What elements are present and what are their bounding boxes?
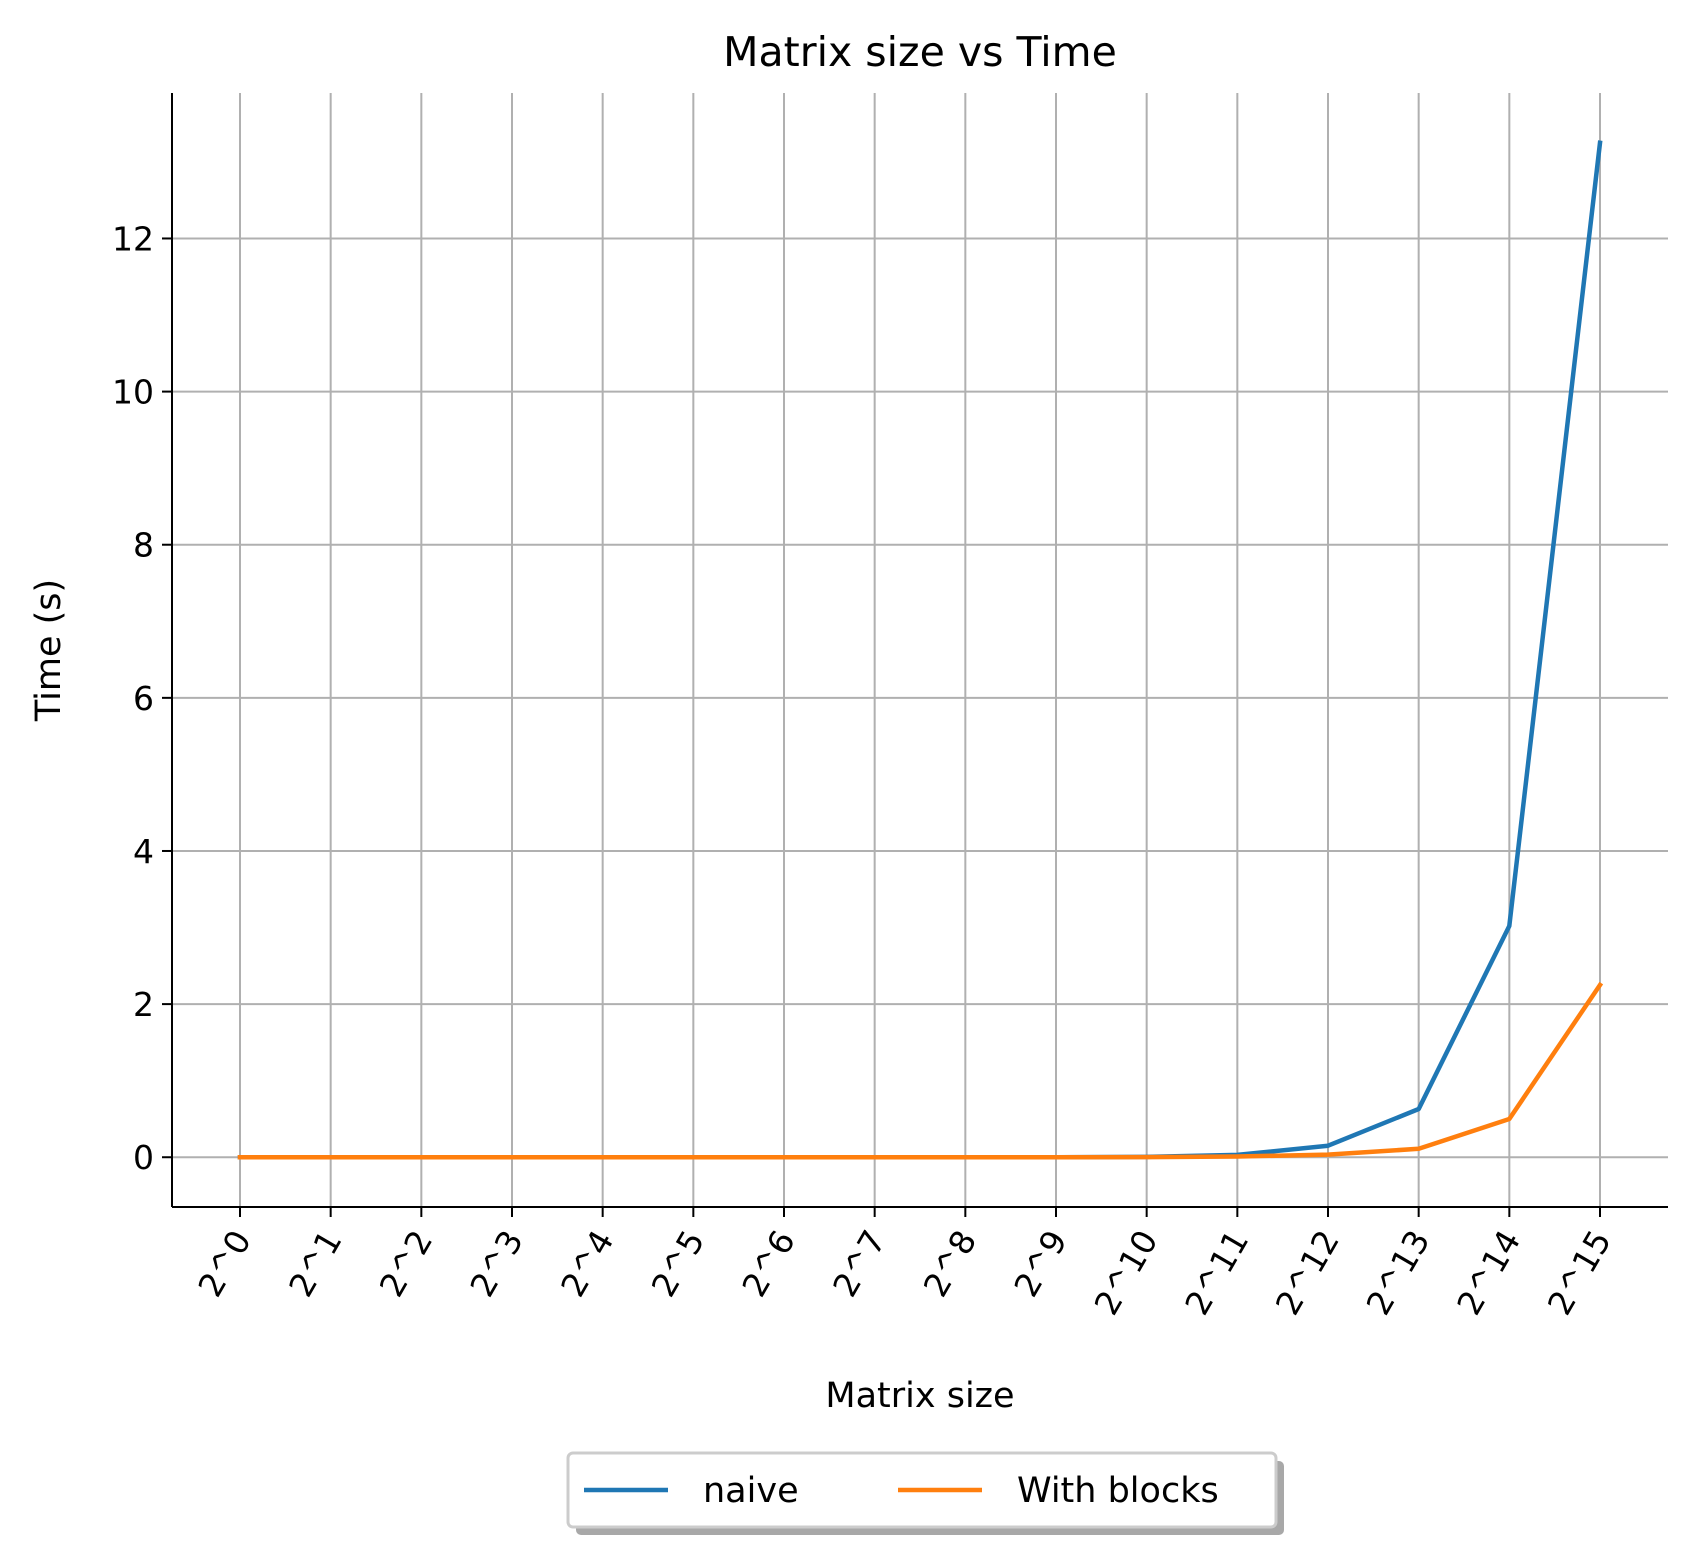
y-ticks: 0 2 4 6 8 10 12 [112, 219, 172, 1177]
y-axis-label: Time (s) [29, 579, 69, 722]
series [237, 140, 1604, 1160]
y-tick-label: 0 [133, 1138, 154, 1177]
legend-label-naive: naive [703, 1471, 799, 1511]
y-tick-label: 6 [133, 679, 154, 718]
y-tick-label: 12 [112, 219, 154, 258]
legend-label-with-blocks: With blocks [1017, 1471, 1219, 1511]
y-tick-label: 2 [133, 985, 154, 1024]
y-tick-label: 4 [133, 832, 154, 871]
y-tick-label: 8 [133, 526, 154, 565]
x-axis-label: Matrix size [825, 1376, 1014, 1416]
legend: naive With blocks [566, 1451, 1284, 1535]
legend-items: naive With blocks [584, 1471, 1219, 1511]
chart-title: Matrix size vs Time [723, 28, 1117, 76]
series-line-with-blocks [237, 981, 1604, 1160]
grid [172, 93, 1668, 1207]
y-tick-label: 10 [112, 373, 154, 412]
